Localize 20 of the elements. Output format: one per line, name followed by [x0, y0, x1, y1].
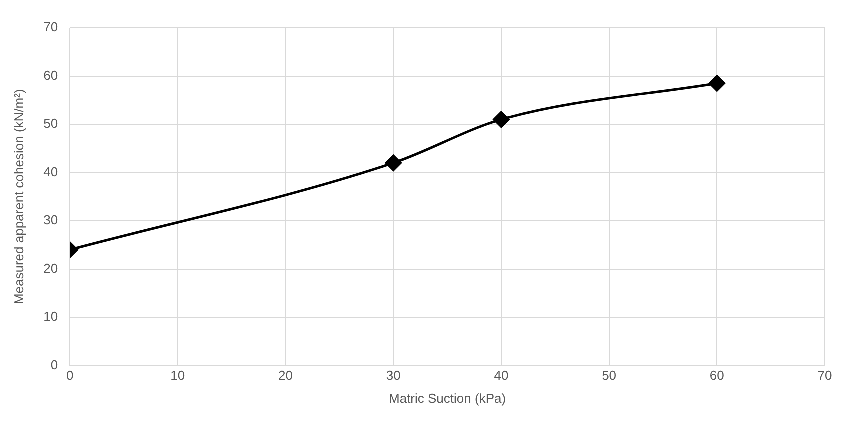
y-tick-label: 20 [44, 260, 58, 276]
x-tick-label: 60 [710, 368, 724, 384]
x-tick-label: 40 [494, 368, 509, 384]
y-tick-label: 50 [44, 116, 58, 132]
y-axis-title: Measured apparent cohesion (kN/m²) [11, 89, 26, 305]
y-tick-label: 0 [50, 357, 58, 372]
point [493, 111, 510, 128]
x-tick-label: 50 [602, 368, 617, 384]
y-tick-label: 10 [44, 309, 58, 324]
y-tick-label: 40 [44, 164, 58, 180]
x-tick-label: 0 [66, 368, 74, 384]
y-tick-label: 60 [44, 68, 58, 83]
x-tick-label: 20 [278, 368, 293, 384]
point [385, 154, 402, 172]
x-tick-label: 10 [170, 368, 186, 384]
x-axis-title: Matric Suction (kPa) [389, 390, 506, 406]
y-tick-label: 30 [44, 212, 58, 228]
y-tick-label: 70 [44, 20, 58, 35]
x-tick-label: 30 [386, 368, 401, 384]
x-tick-label: 70 [818, 368, 832, 384]
